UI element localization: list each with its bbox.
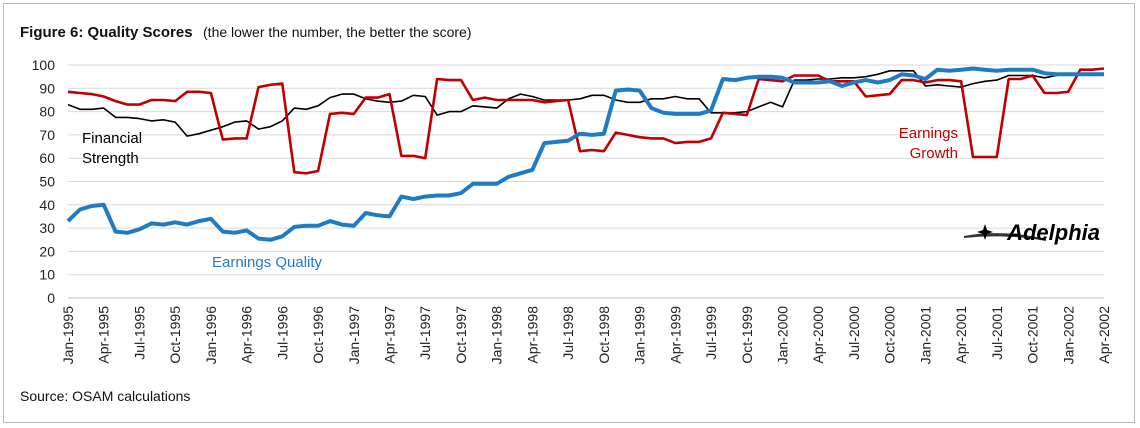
series-label-0: Strength — [82, 150, 139, 167]
adelphia-logo: Adelphia — [964, 220, 1100, 245]
x-tick-label: Jan-1995 — [60, 306, 76, 365]
x-tick-label: Oct-1999 — [739, 306, 755, 364]
y-tick-label: 40 — [39, 197, 55, 213]
series-line-0 — [67, 70, 1105, 137]
x-tick-label: Oct-1997 — [453, 306, 469, 364]
y-tick-label: 30 — [39, 220, 55, 236]
x-tick-label: Oct-1995 — [167, 306, 183, 364]
x-tick-label: Oct-2001 — [1025, 306, 1041, 364]
x-axis-tick-labels: Jan-1995 Apr-1995 Jul-1995 Oct-1995 Jan-1996… — [60, 306, 1112, 365]
x-tick-label: Apr-2002 — [1096, 306, 1112, 364]
y-tick-label: 10 — [39, 267, 55, 283]
x-tick-label: Apr-1997 — [382, 306, 398, 364]
x-tick-label: Jul-2001 — [989, 306, 1005, 360]
series-label-1: Growth — [910, 145, 958, 162]
x-tick-label: Apr-2001 — [953, 306, 969, 364]
series-label-2: Earnings Quality — [212, 254, 323, 271]
y-tick-label: 50 — [39, 174, 55, 190]
chart-title: Figure 6: Quality Scores — [20, 24, 193, 41]
x-tick-label: Jul-1995 — [131, 306, 147, 360]
y-tick-label: 60 — [39, 150, 55, 166]
x-tick-label: Jul-2000 — [846, 306, 862, 360]
series-lines — [66, 66, 1105, 242]
x-tick-label: Apr-1995 — [96, 306, 112, 364]
logo-star-icon — [977, 224, 993, 240]
y-tick-label: 70 — [39, 127, 55, 143]
x-tick-label: Oct-1996 — [310, 306, 326, 364]
series-label-0: Financial — [82, 130, 142, 147]
gridlines — [68, 64, 1104, 299]
y-tick-label: 20 — [39, 243, 55, 259]
x-tick-label: Apr-1996 — [239, 306, 255, 364]
chart-title-row: Figure 6: Quality Scores (the lower the … — [20, 24, 472, 42]
x-tick-label: Jul-1997 — [417, 306, 433, 360]
x-tick-label: Jan-2000 — [774, 306, 790, 365]
x-tick-label: Oct-1998 — [596, 306, 612, 364]
chart-subtitle: (the lower the number, the better the sc… — [203, 24, 472, 40]
x-tick-label: Jan-1998 — [489, 306, 505, 365]
figure-frame — [3, 3, 1135, 423]
y-axis-tick-labels: 0 10 20 30 40 50 60 70 80 90 100 — [32, 57, 56, 306]
x-tick-label: Jul-1998 — [560, 306, 576, 360]
series-line-1 — [67, 67, 1105, 175]
x-tick-label: Jan-1996 — [203, 306, 219, 365]
series-line-2 — [66, 66, 1104, 242]
x-tick-label: Jan-1999 — [632, 306, 648, 365]
x-tick-label: Apr-2000 — [810, 306, 826, 364]
x-tick-label: Oct-2000 — [882, 306, 898, 364]
y-tick-label: 90 — [39, 80, 55, 96]
x-tick-label: Apr-1998 — [524, 306, 540, 364]
x-tick-label: Jul-1999 — [703, 306, 719, 360]
y-tick-label: 100 — [32, 57, 56, 73]
x-tick-label: Jan-2001 — [917, 306, 933, 365]
y-tick-label: 0 — [47, 290, 55, 306]
source-note: Source: OSAM calculations — [20, 388, 191, 404]
y-tick-label: 80 — [39, 104, 55, 120]
x-tick-label: Apr-1999 — [667, 306, 683, 364]
x-tick-label: Jan-2002 — [1060, 306, 1076, 365]
x-tick-label: Jan-1997 — [346, 306, 362, 365]
logo-wordmark: Adelphia — [1006, 220, 1100, 245]
series-labels: Financial Strength Earnings Growth Earnings … — [82, 125, 958, 271]
x-tick-label: Jul-1996 — [274, 306, 290, 360]
series-label-1: Earnings — [899, 125, 958, 142]
